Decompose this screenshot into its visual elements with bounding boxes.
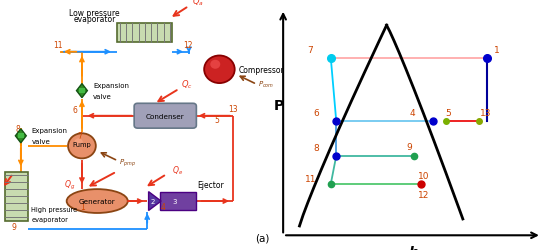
Text: 9: 9 — [407, 143, 412, 152]
Text: 8: 8 — [15, 124, 20, 133]
Text: 13: 13 — [228, 104, 238, 113]
Text: Ejector: Ejector — [197, 180, 224, 190]
Circle shape — [210, 60, 220, 70]
Text: 5: 5 — [445, 108, 451, 117]
Text: $Q_e$: $Q_e$ — [172, 164, 183, 176]
Circle shape — [74, 139, 82, 146]
Text: 2: 2 — [151, 198, 155, 204]
Text: $Q_c$: $Q_c$ — [180, 78, 192, 91]
Text: 8: 8 — [313, 144, 318, 153]
Bar — [79, 89, 85, 94]
Bar — [5, 172, 29, 220]
Text: (a): (a) — [255, 232, 270, 242]
Text: Condenser: Condenser — [146, 113, 185, 119]
Text: 1: 1 — [494, 46, 500, 55]
Text: 12: 12 — [183, 40, 193, 50]
Text: 6: 6 — [313, 109, 318, 118]
Text: 10: 10 — [417, 171, 429, 180]
Text: 7: 7 — [78, 132, 82, 141]
Bar — [117, 24, 172, 43]
Text: 4: 4 — [161, 202, 166, 211]
Text: 5: 5 — [214, 116, 219, 124]
Text: 12: 12 — [417, 190, 429, 199]
Text: 11: 11 — [53, 40, 62, 50]
Bar — [160, 192, 196, 210]
Ellipse shape — [67, 190, 128, 213]
Text: Pump: Pump — [73, 141, 91, 147]
Text: $P_{pmp}$: $P_{pmp}$ — [119, 156, 136, 168]
FancyBboxPatch shape — [134, 104, 196, 128]
Text: $Q_a$: $Q_a$ — [191, 0, 204, 8]
Text: evaporator: evaporator — [31, 216, 68, 222]
Text: High pressure: High pressure — [31, 206, 78, 212]
Polygon shape — [15, 129, 26, 143]
Text: 3: 3 — [173, 198, 177, 204]
Text: valve: valve — [93, 94, 112, 100]
Text: Expansion: Expansion — [93, 83, 129, 89]
Text: 6: 6 — [72, 106, 77, 114]
Text: P: P — [273, 98, 284, 112]
Text: evaporator: evaporator — [73, 15, 116, 24]
Polygon shape — [148, 192, 161, 210]
Text: Generator: Generator — [79, 198, 116, 204]
Circle shape — [204, 56, 235, 84]
Text: Compressor: Compressor — [239, 66, 284, 74]
Polygon shape — [76, 84, 87, 98]
Text: 1: 1 — [80, 202, 85, 211]
Text: $P_{com}$: $P_{com}$ — [258, 79, 274, 90]
Text: Low pressure: Low pressure — [69, 9, 120, 18]
Text: valve: valve — [32, 139, 51, 145]
Text: 4: 4 — [410, 109, 415, 118]
Text: 7: 7 — [307, 46, 314, 55]
Text: 11: 11 — [305, 174, 316, 183]
Text: 13: 13 — [480, 109, 492, 118]
Text: 9: 9 — [11, 222, 16, 231]
Text: Expansion: Expansion — [32, 128, 68, 134]
Text: $Q_g$: $Q_g$ — [64, 178, 75, 191]
Bar — [18, 134, 24, 139]
Text: h: h — [409, 245, 419, 250]
Circle shape — [68, 134, 96, 159]
